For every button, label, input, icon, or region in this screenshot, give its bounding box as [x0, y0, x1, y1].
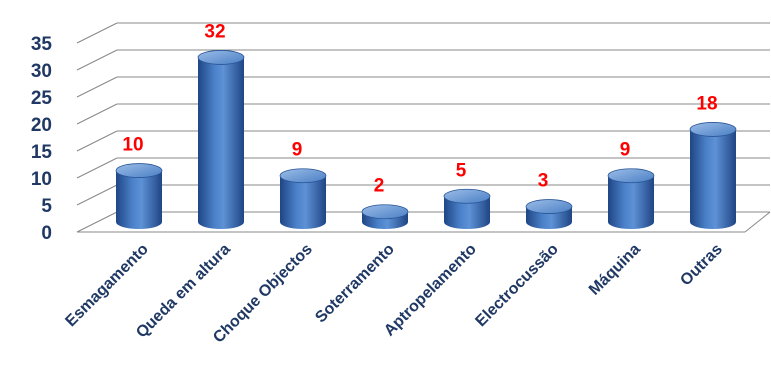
bar — [280, 169, 326, 229]
bar — [444, 189, 490, 229]
x-category-label: Máquina — [586, 241, 644, 299]
gridline-depth — [77, 77, 117, 97]
bar-cap — [362, 205, 408, 219]
bar — [526, 200, 572, 229]
data-label: 3 — [538, 171, 549, 192]
y-tick-label: 20 — [31, 115, 52, 136]
bar — [362, 205, 408, 229]
bar-cap — [526, 200, 572, 214]
bar — [116, 164, 162, 229]
bar-body — [690, 129, 736, 229]
data-label: 2 — [374, 176, 385, 197]
bar-cap — [690, 122, 736, 136]
data-label: 10 — [122, 135, 143, 156]
bar — [198, 50, 244, 229]
bar-cap — [198, 50, 244, 64]
bar-body — [116, 171, 162, 229]
y-axis-ticks: 0 5 10 15 20 25 30 35 — [31, 34, 53, 244]
bar — [608, 169, 654, 229]
x-category-label: Aptropelamento — [381, 241, 480, 340]
data-label: 5 — [456, 160, 467, 181]
y-tick-label: 35 — [31, 34, 53, 55]
data-label: 9 — [292, 140, 303, 161]
gridline-depth — [77, 212, 117, 232]
bar-body — [198, 57, 244, 229]
y-tick-label: 5 — [41, 196, 52, 217]
bar-body — [608, 176, 654, 229]
bar-cap — [116, 164, 162, 178]
y-tick-label: 25 — [31, 88, 53, 109]
y-tick-label: 30 — [31, 61, 52, 82]
gridline-depth — [77, 50, 117, 70]
gridline-depth — [77, 104, 117, 124]
bar-cap — [444, 189, 490, 203]
floor-side-edge — [745, 212, 770, 232]
y-tick-label: 0 — [41, 223, 52, 244]
gridline-depth — [77, 131, 117, 151]
gridline-depth — [77, 23, 117, 43]
bars: 10 32 9 2 5 3 9 18 — [116, 21, 736, 229]
bar-cap — [280, 169, 326, 183]
data-label: 32 — [204, 21, 225, 42]
gridlines — [77, 23, 770, 232]
bar — [690, 122, 736, 229]
data-label: 18 — [696, 93, 717, 114]
bar-cap — [608, 169, 654, 183]
x-category-label: Electrocussão — [472, 241, 562, 331]
x-category-label: Esmagamento — [62, 241, 152, 331]
y-tick-label: 10 — [31, 169, 52, 190]
bar-body — [280, 176, 326, 229]
data-label: 9 — [620, 140, 631, 161]
y-tick-label: 15 — [31, 142, 53, 163]
x-category-label: Soterramento — [312, 241, 398, 327]
x-category-label: Outras — [677, 241, 726, 290]
gridline-depth — [77, 158, 117, 178]
gridline-depth — [77, 185, 117, 205]
